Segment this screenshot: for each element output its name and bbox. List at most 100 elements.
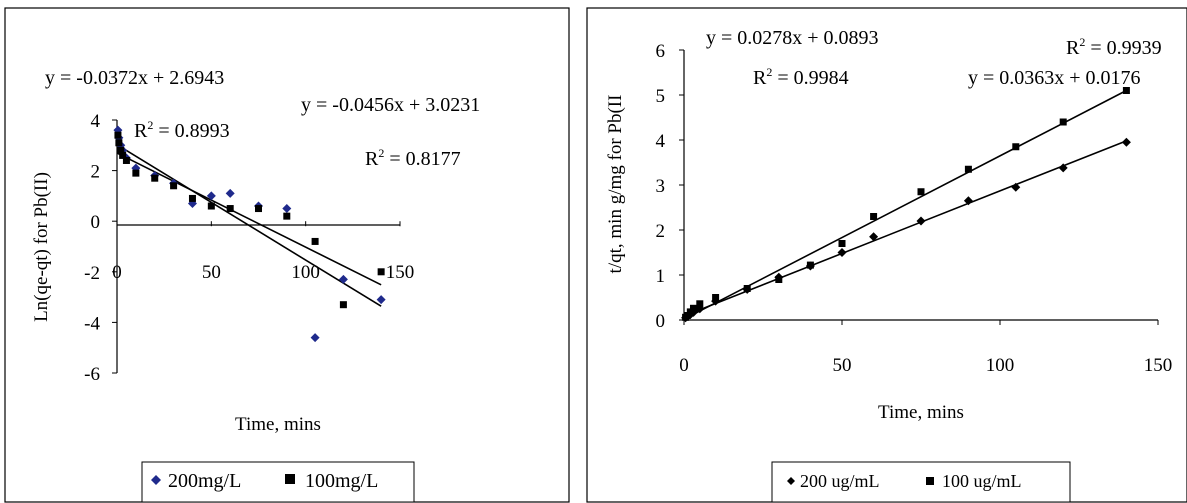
chart-right-legend-box xyxy=(771,461,1071,503)
data-point-series-2 xyxy=(283,212,291,220)
data-point-series-2 xyxy=(132,169,140,177)
data-point-series-1 xyxy=(282,204,292,214)
data-point-series-2 xyxy=(114,131,122,139)
chart-left-equation-2: y = -0.0456x + 3.0231 xyxy=(301,94,480,116)
data-point-series-2 xyxy=(115,139,123,147)
data-point-series-1 xyxy=(310,333,320,343)
y-tick-label: 5 xyxy=(656,86,666,107)
chart-left-axes: 0 50 100 150 4 2 0 -2 -4 -6 xyxy=(84,111,414,385)
y-tick-label: 3 xyxy=(656,176,666,197)
data-point-series-2 xyxy=(964,165,972,173)
data-point-series-2 xyxy=(117,146,125,154)
data-point-series-2 xyxy=(686,308,694,316)
chart-right-equation-1: y = 0.0278x + 0.0893 xyxy=(706,27,879,49)
data-point-series-2 xyxy=(683,312,691,319)
chart-right-legend-marker-1 xyxy=(787,477,795,485)
data-point-series-2 xyxy=(696,300,704,308)
data-point-series-1 xyxy=(869,232,879,242)
data-point-series-1 xyxy=(1011,182,1021,192)
trendline-1 xyxy=(116,152,382,286)
data-point-series-2 xyxy=(151,174,159,182)
trendline-2 xyxy=(116,144,382,307)
data-point-series-1 xyxy=(206,191,216,201)
chart-left-legend-label-2: 100mg/L xyxy=(305,470,378,492)
data-point-series-2 xyxy=(712,294,720,301)
trendline-2 xyxy=(683,89,1127,320)
chart-right-legend-label-2: 100 ug/mL xyxy=(942,471,1022,491)
y-tick-label: -6 xyxy=(84,364,100,385)
y-tick-label: 1 xyxy=(656,266,666,287)
data-point-series-1 xyxy=(963,196,973,206)
data-point-series-2 xyxy=(1122,87,1130,94)
data-point-series-1 xyxy=(837,248,847,257)
x-tick-label: 50 xyxy=(202,262,221,283)
chart-right-legend-label-1: 200 ug/mL xyxy=(800,471,880,491)
y-tick-label: -2 xyxy=(84,263,100,284)
trendline-1 xyxy=(683,140,1127,317)
data-point-series-1 xyxy=(376,295,386,305)
chart-left-legend-label-1: 200mg/L xyxy=(168,470,241,492)
x-tick-label: 50 xyxy=(833,355,852,376)
data-point-series-2 xyxy=(311,237,319,245)
y-tick-label: 0 xyxy=(656,311,666,332)
chart-left-equation-1: y = -0.0372x + 2.6943 xyxy=(45,67,224,89)
chart-left-ticks: 0 50 100 150 4 2 0 -2 -4 -6 xyxy=(84,111,414,385)
data-point-series-1 xyxy=(916,216,926,226)
chart-left-marks xyxy=(113,125,386,343)
x-tick-label: 150 xyxy=(386,262,415,283)
chart-right-x-axis-label: Time, mins xyxy=(878,402,964,423)
data-point-series-2 xyxy=(917,188,925,196)
x-tick-label: 100 xyxy=(291,262,320,283)
chart-left-legend-marker-1 xyxy=(151,475,161,485)
chart-left-r2-1: R2 = 0.8993 xyxy=(134,118,230,142)
chart-left-y-axis-label: Ln(qe-qt) for Pb(II) xyxy=(31,172,52,322)
data-point-series-2 xyxy=(1059,118,1067,126)
y-tick-label: 2 xyxy=(656,221,666,242)
data-point-series-2 xyxy=(255,205,262,213)
x-tick-label: 0 xyxy=(679,355,689,376)
data-point-series-2 xyxy=(339,301,347,309)
chart-left-frame xyxy=(4,7,570,503)
data-point-series-2 xyxy=(226,205,234,213)
data-point-series-2 xyxy=(122,156,130,164)
data-point-series-1 xyxy=(225,188,235,198)
chart-right-legend: 200 ug/mL 100 ug/mL xyxy=(771,461,1071,503)
y-tick-label: 4 xyxy=(656,131,666,152)
chart-right-frame xyxy=(586,7,1187,503)
chart-left-trendlines xyxy=(116,144,382,307)
data-point-series-2 xyxy=(207,202,215,210)
data-point-series-2 xyxy=(170,182,178,190)
data-point-series-2 xyxy=(188,194,196,202)
data-point-series-2 xyxy=(870,213,878,220)
chart-left-legend-marker-2 xyxy=(285,474,295,484)
chart-right-ticks: 0 50 100 150 6 5 4 3 2 1 0 xyxy=(656,41,1173,376)
chart-right-marks xyxy=(681,87,1131,323)
data-point-series-2 xyxy=(377,268,385,276)
data-point-series-2 xyxy=(806,261,814,269)
chart-left-legend: 200mg/L 100mg/L xyxy=(141,461,415,503)
y-tick-label: 6 xyxy=(656,41,666,62)
chart-right: 0 50 100 150 6 5 4 3 2 1 0 t/qt, min g/mg for Pb(I… xyxy=(586,7,1187,503)
data-point-series-1 xyxy=(1058,163,1068,173)
chart-left-legend-box xyxy=(141,461,415,503)
chart-right-legend-marker-2 xyxy=(926,477,934,485)
data-point-series-2 xyxy=(1012,143,1020,151)
chart-right-axes: 0 50 100 150 6 5 4 3 2 1 0 xyxy=(656,41,1173,376)
x-tick-label: 0 xyxy=(112,262,122,283)
chart-right-trendlines xyxy=(683,89,1127,320)
data-point-series-2 xyxy=(689,304,697,312)
data-point-series-2 xyxy=(838,240,846,247)
chart-left-x-axis-label: Time, mins xyxy=(235,414,321,435)
chart-right-equation-2: y = 0.0363x + 0.0176 xyxy=(968,67,1141,89)
x-tick-label: 150 xyxy=(1144,355,1173,376)
chart-right-y-axis-label: t/qt, min g/mg for Pb(II xyxy=(605,95,626,274)
y-tick-label: 2 xyxy=(91,162,101,183)
data-point-series-2 xyxy=(119,151,127,159)
data-point-series-1 xyxy=(1121,137,1131,147)
y-tick-label: 4 xyxy=(91,111,101,132)
data-point-series-2 xyxy=(775,276,783,283)
x-tick-label: 100 xyxy=(986,355,1015,376)
y-tick-label: 0 xyxy=(91,212,101,233)
